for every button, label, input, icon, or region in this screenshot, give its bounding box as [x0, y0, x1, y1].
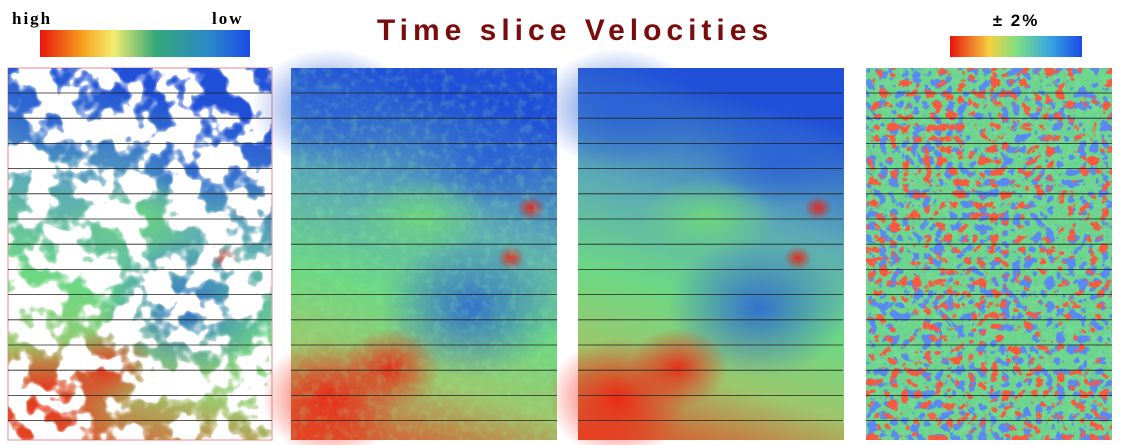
- panel-1: [0, 48, 276, 445]
- scan-lines: [8, 92, 1112, 422]
- colorbar-right: [950, 36, 1082, 57]
- legend-range: ± 2%: [993, 11, 1040, 30]
- panel-2: [251, 48, 561, 445]
- legend-low: low: [212, 9, 244, 28]
- title: Time slice Velocities: [377, 14, 773, 47]
- panel-4: [866, 68, 1112, 440]
- panel-3: [538, 48, 848, 445]
- legend-high: high: [12, 9, 52, 28]
